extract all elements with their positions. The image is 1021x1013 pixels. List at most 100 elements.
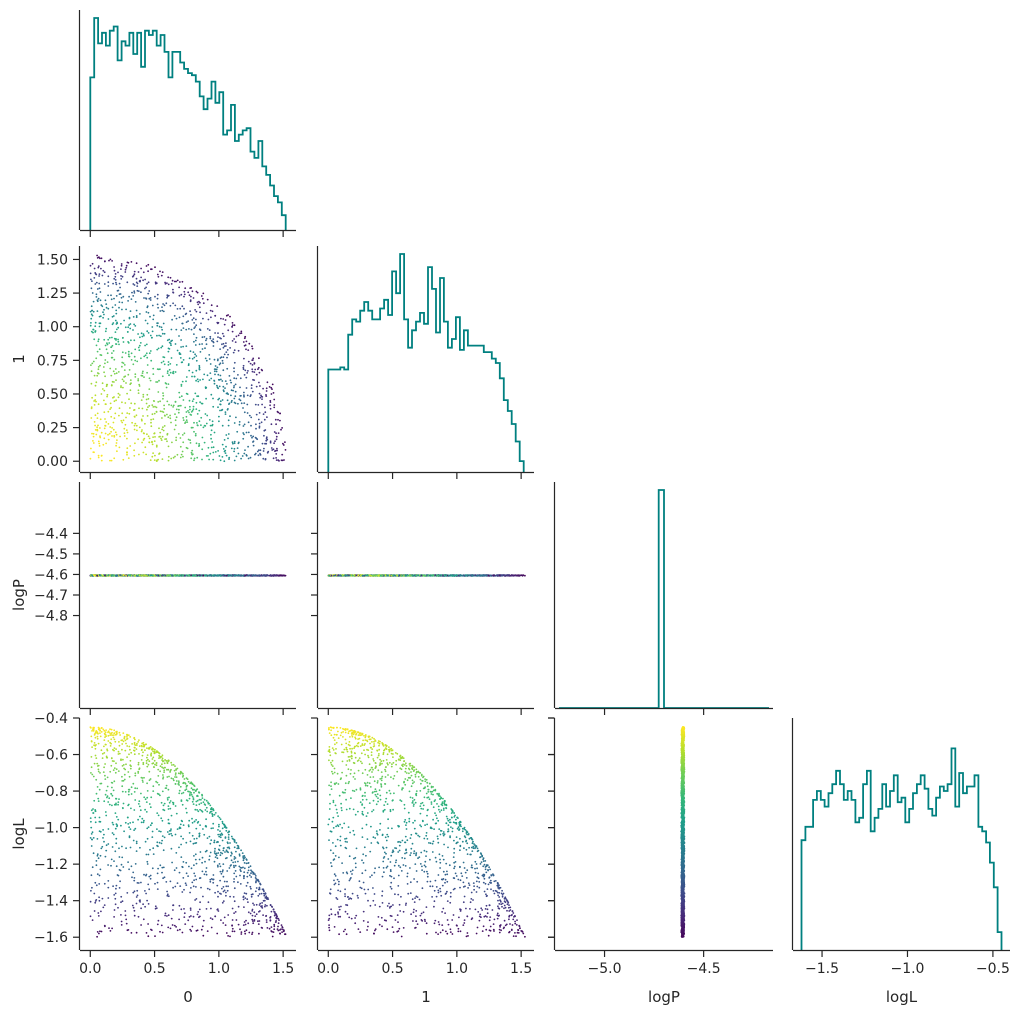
scatter-point: [168, 338, 171, 341]
scatter-point: [107, 307, 110, 310]
scatter-point: [201, 436, 204, 439]
scatter-point: [281, 427, 283, 429]
scatter-point: [126, 281, 129, 284]
scatter-point: [140, 924, 143, 926]
scatter-point: [195, 359, 198, 362]
scatter-point: [205, 339, 207, 342]
scatter-point: [103, 745, 105, 748]
scatter-point: [231, 322, 234, 324]
scatter-point: [330, 574, 333, 577]
scatter-point: [144, 808, 147, 811]
scatter-point: [133, 753, 136, 756]
scatter-point: [98, 445, 101, 447]
scatter-point: [110, 294, 112, 297]
scatter-point: [103, 271, 106, 274]
scatter-point: [191, 290, 194, 293]
scatter-point: [107, 828, 110, 830]
scatter-point: [170, 828, 172, 830]
scatter-point: [180, 385, 183, 387]
scatter-point: [210, 433, 212, 436]
scatter-point: [200, 928, 203, 931]
scatter-point: [274, 440, 276, 443]
scatter-point: [178, 396, 181, 399]
scatter-point: [190, 287, 193, 289]
scatter-point: [140, 332, 143, 335]
scatter-point: [208, 329, 211, 331]
scatter-point: [182, 417, 185, 419]
scatter-point: [169, 414, 172, 417]
scatter-point: [203, 833, 206, 836]
scatter-point: [242, 407, 244, 409]
scatter-point: [135, 309, 138, 312]
scatter-point: [277, 925, 279, 928]
scatter-point: [99, 322, 102, 325]
scatter-point: [227, 433, 230, 435]
scatter-point: [135, 748, 138, 750]
scatter-point: [137, 763, 140, 766]
scatter-point: [140, 881, 142, 884]
scatter-point: [207, 318, 210, 321]
scatter-point: [245, 387, 248, 389]
scatter-point: [101, 274, 104, 277]
scatter-point: [252, 359, 254, 361]
scatter-point: [233, 447, 236, 450]
scatter-point: [412, 574, 414, 577]
scatter-point: [127, 350, 130, 353]
scatter-point: [243, 337, 246, 340]
scatter-point: [468, 574, 471, 577]
scatter-point: [252, 357, 255, 360]
panel-1-vs-1: [316, 246, 534, 474]
scatter-point: [210, 377, 213, 380]
scatter-point: [124, 791, 127, 793]
scatter-point: [209, 372, 212, 374]
scatter-point: [92, 328, 95, 331]
scatter-point: [487, 574, 490, 577]
scatter-point: [148, 875, 151, 878]
scatter-point: [224, 387, 226, 389]
scatter-point: [185, 574, 188, 577]
scatter-point: [132, 274, 135, 277]
scatter-point: [210, 839, 213, 842]
scatter-point: [180, 339, 183, 341]
scatter-point: [254, 890, 257, 893]
scatter-point: [133, 355, 136, 358]
scatter-point: [168, 403, 170, 406]
scatter-point: [277, 922, 280, 925]
scatter-point: [114, 279, 117, 281]
scatter-logL-vs-0: [89, 726, 287, 938]
scatter-point: [105, 814, 108, 817]
scatter-point: [91, 314, 94, 317]
scatter-point: [96, 310, 99, 312]
scatter-point: [275, 435, 278, 438]
scatter-point: [95, 792, 98, 795]
scatter-point: [197, 380, 200, 383]
scatter-point: [255, 373, 258, 376]
scatter-point: [94, 283, 97, 285]
scatter-point: [237, 881, 239, 884]
scatter-point: [140, 267, 143, 270]
scatter-point: [156, 923, 159, 926]
scatter-point: [198, 300, 200, 303]
scatter-point: [176, 453, 179, 456]
scatter-point: [188, 399, 191, 402]
scatter-point: [104, 574, 106, 577]
scatter-point: [89, 310, 92, 313]
scatter-point: [179, 928, 181, 931]
scatter-point: [167, 455, 170, 458]
scatter-point: [220, 378, 222, 381]
scatter-point: [498, 574, 501, 577]
scatter-point: [115, 442, 118, 444]
scatter-point: [150, 421, 152, 424]
scatter-point: [206, 887, 209, 890]
scatter-point: [131, 421, 134, 424]
scatter-point: [170, 357, 173, 359]
scatter-point: [102, 829, 104, 831]
scatter-point: [120, 264, 123, 267]
scatter-point: [243, 906, 245, 908]
scatter-point: [95, 433, 98, 436]
scatter-point: [219, 854, 222, 857]
scatter-point: [194, 326, 197, 328]
scatter-point: [211, 441, 214, 443]
scatter-point: [237, 452, 240, 455]
scatter-point: [109, 402, 112, 405]
